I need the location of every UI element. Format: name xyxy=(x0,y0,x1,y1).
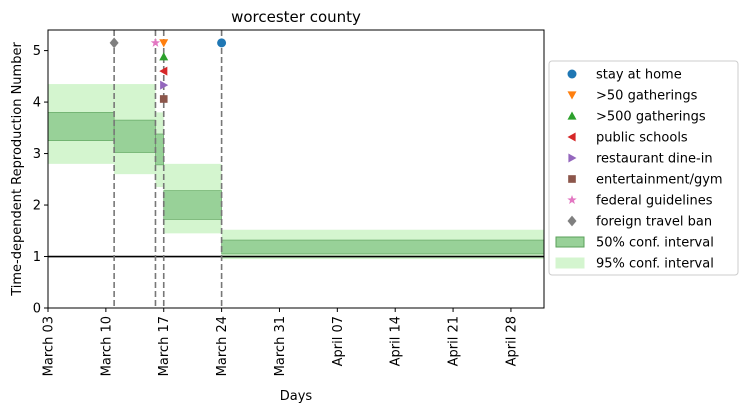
ci50-band-1 xyxy=(113,119,156,153)
legend-marker xyxy=(567,91,577,100)
ci50-band-0 xyxy=(47,112,115,141)
legend-item: foreign travel ban xyxy=(567,215,712,230)
x-tick-label: March 17 xyxy=(157,316,172,376)
x-tick-label: April 07 xyxy=(331,316,346,366)
legend-swatch xyxy=(555,236,585,248)
y-axis-label: Time-dependent Reproduction Number xyxy=(10,42,25,297)
event-marker-schools xyxy=(159,66,168,76)
event-marker-entertainment xyxy=(159,95,168,103)
legend-item: 95% conf. interval xyxy=(555,257,714,272)
legend-item: federal guidelines xyxy=(567,194,713,209)
x-tick-label: April 21 xyxy=(447,316,462,366)
x-tick-label: March 31 xyxy=(273,316,288,376)
y-tick-label: 3 xyxy=(33,147,41,162)
legend-label: 95% conf. interval xyxy=(596,257,714,272)
legend-label: foreign travel ban xyxy=(596,215,712,230)
y-axis: 0 1 2 3 4 5 xyxy=(33,44,48,317)
ci50-band-3 xyxy=(163,190,222,220)
legend-swatch xyxy=(555,257,585,269)
legend-label: >50 gatherings xyxy=(596,89,698,104)
y-tick-label: 2 xyxy=(33,199,41,214)
legend-item: entertainment/gym xyxy=(568,173,723,188)
legend-marker xyxy=(567,195,577,204)
x-tick-label: March 10 xyxy=(99,316,114,376)
legend-label: stay at home xyxy=(596,68,682,83)
legend-label: 50% conf. interval xyxy=(596,236,714,251)
event-marker-restaurant xyxy=(160,80,169,90)
x-axis: March 03 March 10 March 17 March 24 March 31… xyxy=(42,308,519,376)
event-marker-gatherings50 xyxy=(159,39,169,48)
legend-label: federal guidelines xyxy=(596,194,713,209)
ci50-band-4 xyxy=(221,239,545,255)
ci95-bands xyxy=(48,84,544,260)
y-tick-label: 0 xyxy=(33,302,41,317)
legend-box xyxy=(548,60,739,276)
x-tick-label: April 14 xyxy=(389,316,404,366)
event-marker-travel xyxy=(109,37,119,49)
legend-label: public schools xyxy=(596,131,688,146)
legend-item: public schools xyxy=(567,131,688,146)
legend-item: 50% conf. interval xyxy=(555,236,714,251)
x-tick-label: March 24 xyxy=(215,316,230,376)
legend-marker xyxy=(567,132,576,142)
ci50-band-2 xyxy=(155,133,165,166)
legend-marker xyxy=(567,215,577,227)
legend-label: entertainment/gym xyxy=(596,173,723,188)
event-marker-federal xyxy=(150,37,161,47)
y-tick-label: 4 xyxy=(33,96,41,111)
event-lines xyxy=(113,30,223,308)
event-marker-stay_home xyxy=(217,38,227,48)
legend-item: restaurant dine-in xyxy=(568,152,713,167)
event-marker-gatherings500 xyxy=(159,52,169,61)
plot-frame xyxy=(47,29,545,309)
legend-marker xyxy=(568,153,577,163)
legend-label: >500 gatherings xyxy=(596,110,706,125)
legend-label: restaurant dine-in xyxy=(596,152,713,167)
y-tick-label: 1 xyxy=(33,250,41,265)
legend-marker xyxy=(568,175,576,183)
event-markers xyxy=(109,37,227,103)
y-tick-label: 5 xyxy=(33,44,41,59)
legend-item: >500 gatherings xyxy=(567,110,706,125)
ci50-bands xyxy=(47,112,545,255)
legend-item: stay at home xyxy=(567,68,682,83)
x-tick-label: March 03 xyxy=(42,316,57,376)
x-axis-label: Days xyxy=(280,389,313,404)
chart-title: worcester county xyxy=(231,8,361,26)
legend: stay at home >50 gatherings >500 gathering… xyxy=(548,60,739,276)
x-tick-label: April 28 xyxy=(504,316,519,366)
legend-marker xyxy=(567,111,577,120)
legend-item: >50 gatherings xyxy=(567,89,698,104)
legend-marker xyxy=(567,69,577,79)
